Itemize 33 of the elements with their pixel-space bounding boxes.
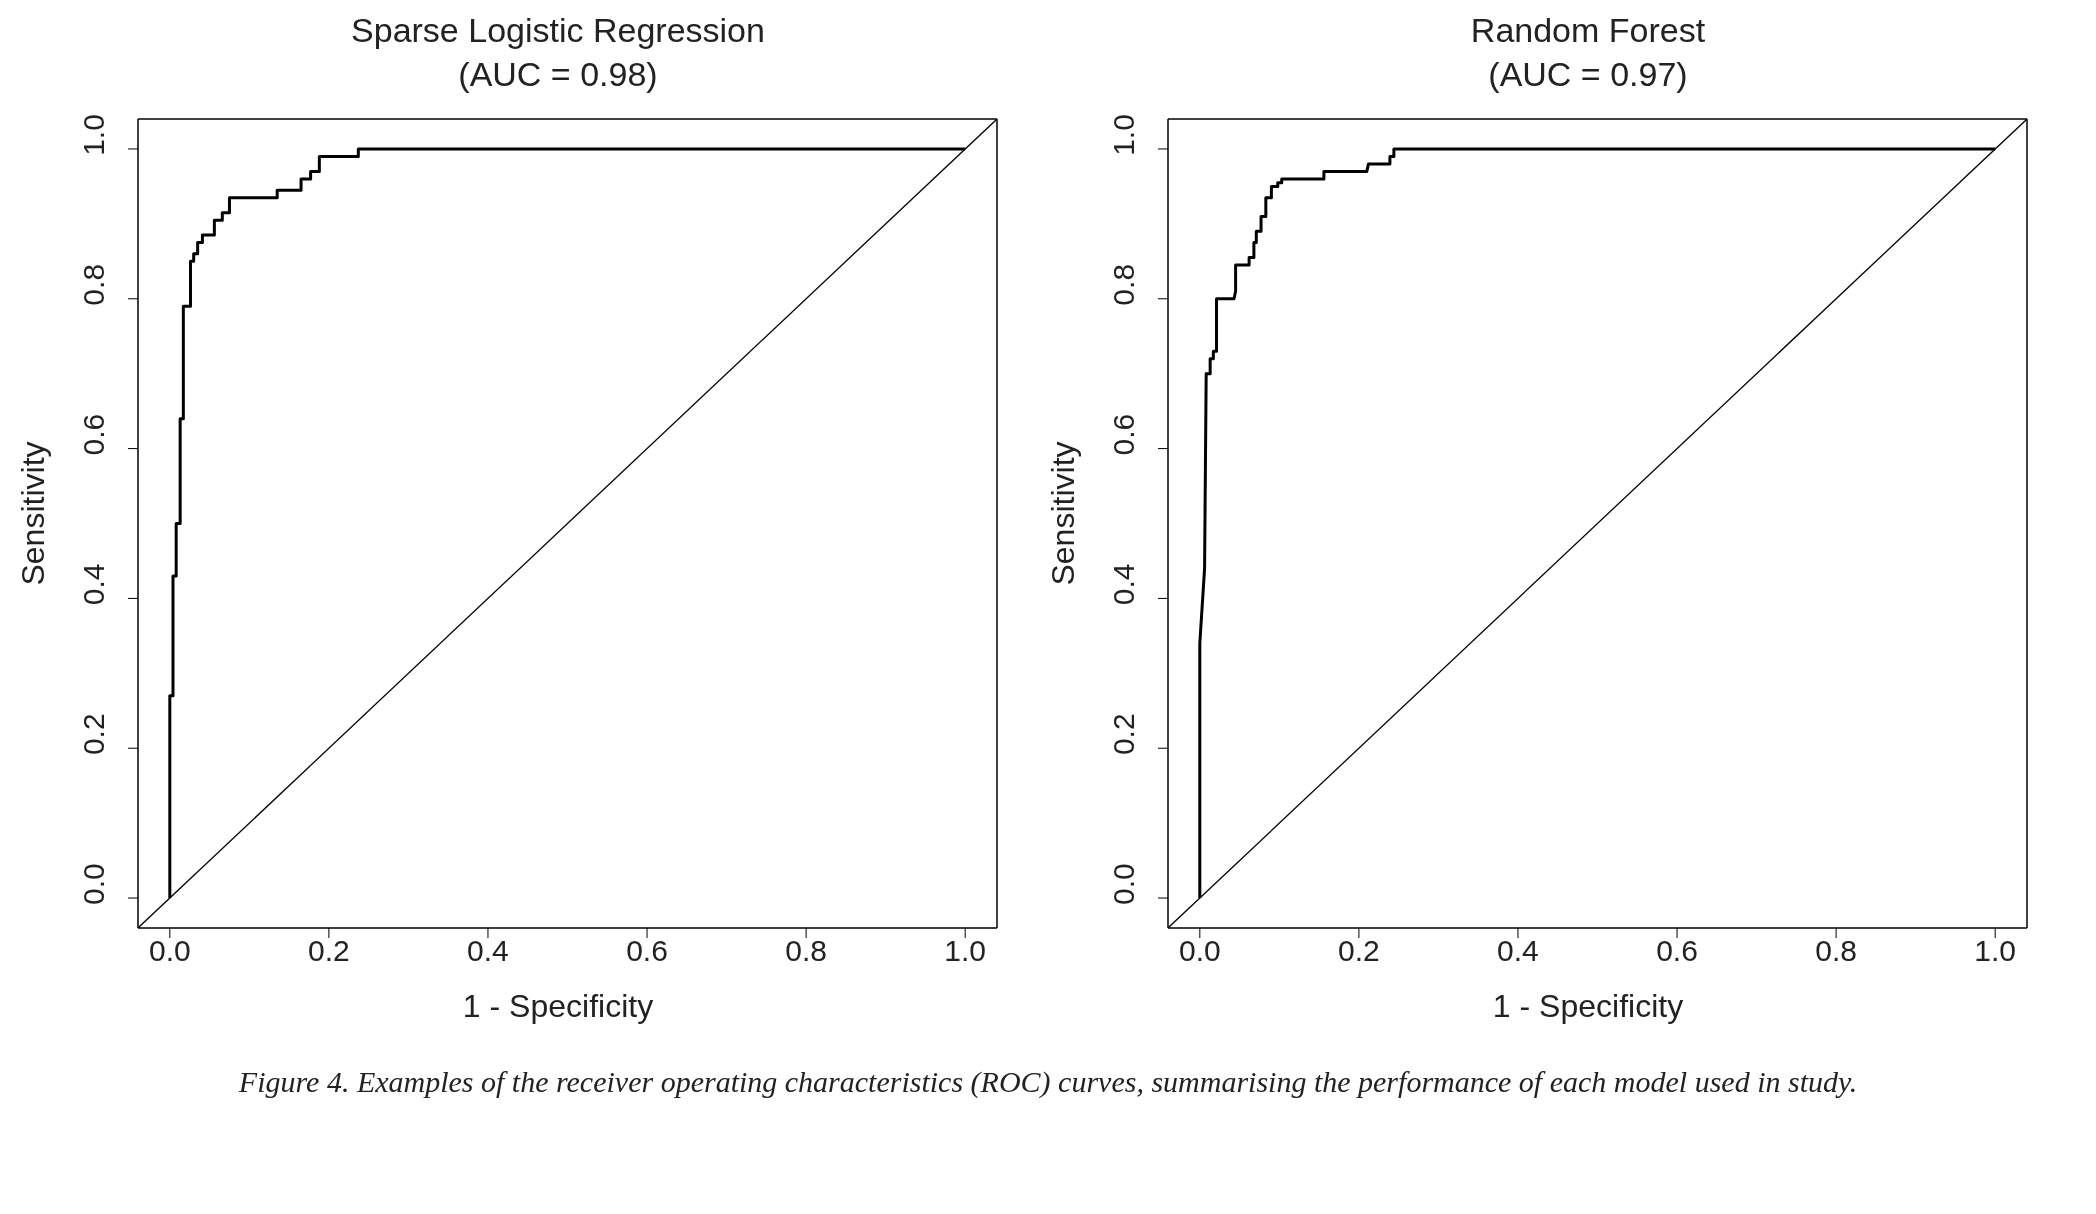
x-tick-label: 0.0 bbox=[148, 934, 191, 968]
x-tick-label: 0.8 bbox=[785, 934, 827, 968]
x-tick-label: 0.4 bbox=[467, 934, 509, 968]
x-tick-label: 0.2 bbox=[308, 934, 350, 968]
y-axis-title: Sensitivity bbox=[1044, 440, 1082, 586]
x-axis-title: 1 - Specificity bbox=[461, 988, 655, 1025]
chart-title: Random Forest bbox=[1469, 10, 1707, 51]
chart-title: Sparse Logistic Regression bbox=[350, 10, 766, 51]
x-tick-label: 0.6 bbox=[626, 934, 668, 968]
x-tick-label: 0.2 bbox=[1338, 934, 1380, 968]
caption: Figure 4. Examples of the receiver operating characteristics (ROC) curves, summarising the performance of each model used in study. bbox=[237, 1065, 1859, 1099]
x-tick-label: 0.0 bbox=[1178, 934, 1221, 968]
chart-subtitle: (AUC = 0.98) bbox=[457, 54, 659, 95]
y-tick-label: 0.6 bbox=[77, 413, 110, 456]
x-axis-title: 1 - Specificity bbox=[1491, 988, 1685, 1025]
y-tick-label: 0.0 bbox=[77, 863, 110, 905]
y-tick-label: 0.4 bbox=[77, 563, 110, 606]
y-tick-label: 0.2 bbox=[77, 713, 110, 756]
y-tick-label: 0.0 bbox=[1107, 863, 1140, 905]
y-tick-label: 0.6 bbox=[1107, 413, 1140, 456]
y-axis-title: Sensitivity bbox=[14, 440, 52, 586]
x-tick-label: 0.8 bbox=[1815, 934, 1857, 968]
x-tick-label: 1.0 bbox=[1974, 934, 2017, 968]
y-tick-label: 1.0 bbox=[1107, 114, 1140, 156]
y-tick-label: 0.8 bbox=[1107, 263, 1140, 306]
x-tick-label: 0.4 bbox=[1497, 934, 1539, 968]
y-tick-label: 0.4 bbox=[1107, 563, 1140, 606]
y-tick-label: 0.8 bbox=[77, 263, 110, 306]
y-tick-label: 1.0 bbox=[77, 114, 110, 156]
chart-subtitle: (AUC = 0.97) bbox=[1487, 54, 1689, 95]
y-tick-label: 0.2 bbox=[1107, 713, 1140, 756]
x-tick-label: 0.6 bbox=[1656, 934, 1698, 968]
x-tick-label: 1.0 bbox=[944, 934, 987, 968]
